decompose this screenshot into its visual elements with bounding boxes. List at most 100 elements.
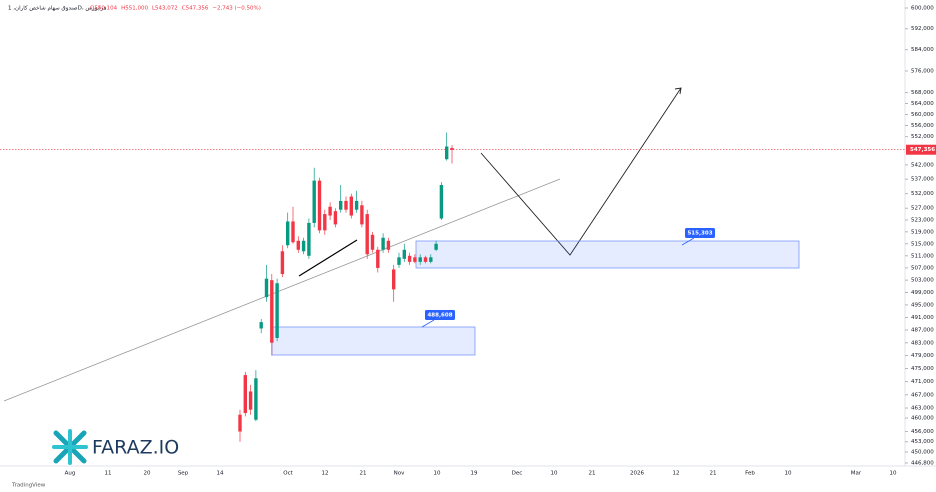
x-tick-label: Dec <box>512 471 523 477</box>
y-tick-label: 495,000 <box>911 302 934 308</box>
y-tick-label: 456,000 <box>911 429 934 435</box>
x-tick-label: 11 <box>105 471 112 477</box>
y-tick-label: 487,000 <box>911 328 934 334</box>
candle-body <box>423 257 428 262</box>
candle-body <box>360 205 364 225</box>
zone-label-pointer <box>421 319 435 328</box>
candle-body <box>392 269 396 290</box>
candle-body <box>434 243 438 250</box>
zone-label: 515,303 <box>687 231 712 237</box>
zone-label-box <box>425 310 455 320</box>
y-tick-label: 471,000 <box>911 379 934 385</box>
y-tick-label: 467,000 <box>911 392 934 398</box>
y-tick-label: 552,000 <box>911 134 934 140</box>
candle-body <box>386 240 391 250</box>
logo: FARAZ.IO <box>52 429 179 465</box>
y-tick-label: 523,000 <box>911 217 934 223</box>
last-price-label: 547,356 <box>910 147 935 153</box>
candle-body <box>254 378 258 420</box>
candle-body <box>339 200 343 210</box>
y-tick-label: 446,800 <box>911 461 934 467</box>
ohlc-legend: L543,072 <box>152 6 178 12</box>
y-tick-label: 560,000 <box>911 112 934 118</box>
candle-body <box>328 206 332 216</box>
y-tick-label: 519,000 <box>911 229 934 235</box>
candle-body <box>397 257 401 265</box>
candle-body <box>286 221 290 246</box>
candle-body <box>312 180 316 223</box>
logo-text: FARAZ.IO <box>92 437 179 459</box>
candle-body <box>381 237 385 250</box>
zone-label: 488,608 <box>427 313 452 319</box>
y-tick-label: 453,000 <box>911 439 934 445</box>
y-tick-label: 475,000 <box>911 366 934 372</box>
y-tick-label: 600,000 <box>911 6 934 12</box>
candle-body <box>238 414 242 432</box>
zone <box>415 240 800 269</box>
ohlc-legend: −2,743 (−0.50%) <box>212 6 260 12</box>
x-tick-label: 10 <box>890 471 897 477</box>
zone-label-box <box>685 228 715 238</box>
candle-body <box>365 214 369 255</box>
y-tick-label: 499,000 <box>911 290 934 296</box>
x-tick-label: 21 <box>589 471 596 477</box>
y-tick-label: 542,000 <box>911 162 934 168</box>
x-tick-label: 12 <box>673 471 680 477</box>
x-tick-label: 21 <box>360 471 367 477</box>
zone <box>271 326 476 356</box>
x-tick-label: Oct <box>283 471 293 477</box>
y-tick-label: 450,000 <box>911 449 934 455</box>
candle-body <box>402 249 406 259</box>
x-tick-label: 10 <box>434 471 441 477</box>
ohlc-legend: O550,104 <box>90 6 118 12</box>
candle-body <box>307 222 311 256</box>
projection-arrow <box>674 87 682 95</box>
symbol-title: صندوق سهام شاخص کاران، 1D، فرابورس <box>8 5 107 12</box>
candle-body <box>275 283 279 338</box>
y-tick-label: 507,000 <box>911 265 934 271</box>
y-tick-label: 568,000 <box>911 90 934 96</box>
candle-body <box>243 375 247 414</box>
x-tick-label: Sep <box>178 471 189 477</box>
ohlc-legend: C547,356 <box>182 6 209 12</box>
y-tick-label: 460,000 <box>911 416 934 422</box>
candle-body <box>344 200 348 210</box>
candle-body <box>354 200 359 210</box>
candle-body <box>280 251 285 275</box>
y-tick-label: 479,000 <box>911 353 934 359</box>
candle-body <box>439 184 444 219</box>
candle-body <box>376 249 380 268</box>
y-tick-label: 491,000 <box>911 315 934 321</box>
candle-body <box>291 221 295 243</box>
x-tick-label: 10 <box>785 471 792 477</box>
candle-body <box>413 257 417 262</box>
x-tick-label: Aug <box>65 471 76 477</box>
candle-body <box>407 255 412 262</box>
x-tick-label: 2026 <box>630 471 644 477</box>
x-tick-label: Nov <box>394 471 405 477</box>
x-tick-label: Feb <box>745 471 755 477</box>
candle-body <box>429 257 433 262</box>
y-tick-label: 532,000 <box>911 191 934 197</box>
x-tick-label: 14 <box>217 471 224 477</box>
footer: TradingView <box>11 483 46 489</box>
candle-body <box>450 147 454 150</box>
y-tick-label: 463,000 <box>911 406 934 412</box>
candle-body <box>333 211 338 225</box>
y-tick-label: 576,000 <box>911 69 934 75</box>
projection-path <box>480 87 682 256</box>
candle-body <box>248 391 253 410</box>
candle-body <box>370 234 375 250</box>
candle-body <box>445 146 449 160</box>
x-tick-label: 19 <box>471 471 478 477</box>
y-tick-label: 527,000 <box>911 206 934 212</box>
y-tick-label: 537,000 <box>911 177 934 183</box>
x-tick-label: Mar <box>851 471 862 477</box>
x-tick-label: 10 <box>551 471 558 477</box>
support-line <box>298 239 358 277</box>
y-tick-label: 564,000 <box>911 101 934 107</box>
x-tick-label: 20 <box>144 471 151 477</box>
candle-body <box>418 257 422 262</box>
candle-body <box>259 322 263 329</box>
